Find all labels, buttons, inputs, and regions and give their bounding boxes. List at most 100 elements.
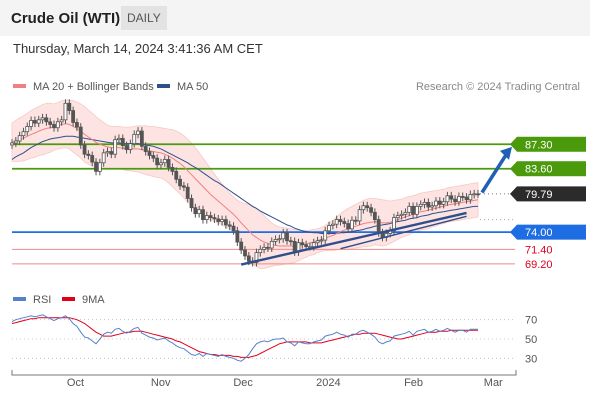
candle	[113, 135, 118, 159]
rsi-legend: RSI 9MA	[13, 294, 105, 306]
candle	[193, 203, 198, 218]
candle	[243, 246, 247, 260]
candle	[78, 123, 83, 149]
candle-body	[315, 240, 320, 244]
candle-body	[311, 242, 316, 248]
candle-body	[292, 240, 297, 253]
legend-label: RSI	[33, 294, 51, 306]
current-price-label: 79.79	[525, 189, 553, 201]
candle-body	[185, 186, 190, 199]
trendline-support	[240, 211, 467, 266]
candle	[319, 236, 324, 245]
forecast-arrow-shaft	[480, 153, 508, 194]
candle-body	[277, 238, 282, 241]
candle-body	[67, 102, 72, 111]
candle	[277, 234, 282, 244]
candle-body	[243, 249, 247, 257]
candle-body	[139, 130, 144, 147]
candle	[44, 113, 49, 126]
candle-body	[63, 102, 68, 121]
candle	[120, 134, 125, 150]
candle	[181, 181, 186, 192]
candle-body	[414, 205, 419, 215]
candle-body	[166, 159, 171, 168]
candle	[40, 113, 45, 124]
candle	[185, 183, 190, 203]
candle-body	[476, 193, 480, 196]
candle-body	[128, 143, 133, 150]
candle	[29, 116, 33, 131]
candle	[48, 117, 53, 129]
candle-body	[117, 137, 121, 141]
candle-body	[300, 242, 305, 246]
candle-body	[418, 203, 423, 207]
current-price-pointer	[510, 186, 517, 202]
legend-label: MA 50	[177, 81, 208, 93]
level-label: 87.30	[525, 139, 553, 151]
candle	[132, 130, 137, 148]
time-tick-label: 2024	[316, 377, 340, 389]
candle	[342, 217, 347, 228]
time-tick-label: Nov	[151, 377, 171, 389]
candle-body	[342, 221, 347, 224]
candle	[155, 154, 160, 169]
candle	[90, 151, 95, 167]
candle	[330, 220, 335, 230]
candle	[178, 175, 182, 190]
candle-body	[430, 205, 435, 208]
candle	[411, 202, 415, 219]
candle-body	[457, 196, 461, 203]
candle	[174, 167, 179, 184]
level-tag-pointer	[510, 224, 517, 240]
candle-body	[327, 225, 331, 232]
timeframe-badge[interactable]: DAILY	[121, 6, 167, 30]
candle-body	[403, 211, 408, 215]
candle-body	[189, 198, 194, 209]
candle	[166, 155, 171, 172]
candle-body	[178, 178, 182, 187]
candle-body	[59, 119, 64, 123]
candle-body	[254, 252, 259, 263]
candle	[273, 235, 278, 246]
candle-body	[101, 152, 106, 164]
candle	[97, 158, 102, 176]
candle-body	[273, 239, 278, 242]
candle-body	[40, 117, 45, 121]
candle	[445, 191, 450, 206]
candle	[346, 219, 351, 233]
level-tag	[517, 161, 586, 177]
candle-body	[78, 126, 83, 146]
candle	[71, 106, 76, 127]
legend-label: 9MA	[82, 294, 105, 306]
candle-body	[346, 223, 351, 230]
candle-body	[159, 162, 163, 166]
candle	[269, 237, 274, 252]
candle	[13, 137, 18, 147]
rsi-ma-line	[11, 317, 478, 358]
candle	[476, 189, 480, 198]
candle-body	[208, 215, 213, 219]
candle-body	[392, 217, 396, 232]
candle	[392, 213, 396, 235]
candle	[338, 215, 343, 226]
candle	[82, 140, 87, 159]
candle	[369, 203, 373, 217]
bollinger-band	[11, 99, 479, 269]
candle	[75, 118, 79, 132]
candle-body	[170, 166, 175, 172]
candle	[101, 148, 106, 167]
candle-body	[468, 194, 473, 201]
candle-body	[330, 223, 335, 226]
candle-body	[82, 144, 87, 155]
candle	[147, 147, 152, 160]
candle-body	[174, 170, 179, 180]
candle-body	[224, 219, 228, 226]
candle	[231, 222, 236, 235]
candle	[117, 134, 121, 144]
candle-body	[71, 110, 76, 123]
candle-body	[445, 195, 450, 203]
candle-body	[132, 133, 137, 145]
level-label: 69.20	[525, 259, 553, 271]
candle	[414, 202, 419, 219]
candle	[162, 155, 167, 167]
